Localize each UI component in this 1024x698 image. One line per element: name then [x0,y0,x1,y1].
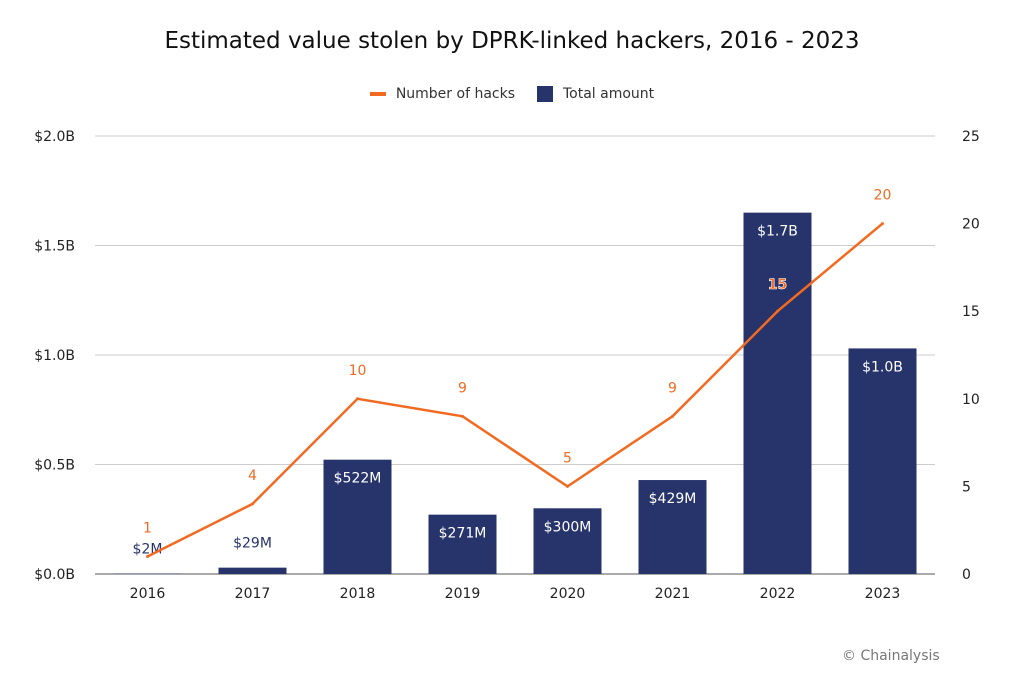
bar [638,480,707,574]
bar [218,567,287,574]
line-data-label: 5 [563,450,572,466]
x-tick-label: 2017 [235,586,271,602]
x-tick-label: 2016 [130,586,166,602]
credit: © Chainalysis [842,648,940,664]
left-tick-label: $1.5B [34,239,75,255]
bar-data-label: $271M [439,526,487,542]
x-tick-label: 2020 [550,586,586,602]
hacks-point [776,309,779,313]
legend-bar-swatch [537,86,553,102]
line-data-label: 9 [458,380,467,396]
hacks-point [671,414,674,418]
legend-item-hacks: Number of hacks [369,86,515,102]
chart-title: Estimated value stolen by DPRK-linked ha… [164,28,860,54]
right-tick-label: 20 [962,217,980,233]
bar [533,508,602,574]
right-tick-label: 5 [962,479,971,495]
bar [848,348,917,574]
bar-data-label: $1.7B [757,224,798,240]
line-data-label: 4 [248,468,257,484]
left-tick-label: $0.0B [34,567,75,583]
left-tick-label: $0.5B [34,458,75,474]
bar-data-label: $300M [544,519,592,535]
line-data-label: 1 [143,520,152,536]
legend-label-amount: Total amount [563,86,655,102]
line-data-label: 20 [874,188,892,204]
hacks-line [146,222,884,558]
right-tick-label: 0 [962,567,971,583]
x-tick-label: 2023 [865,586,901,602]
bar [428,514,497,574]
left-tick-label: $1.0B [34,348,75,364]
hacks-point [146,554,149,558]
bar [743,212,812,574]
bar-data-label: $29M [233,536,272,552]
x-tick-label: 2021 [655,586,691,602]
legend-item-amount: Total amount [537,86,654,102]
x-tick-label: 2022 [760,586,796,602]
right-tick-label: 15 [962,304,980,320]
bar-data-label: $429M [649,491,697,507]
line-data-label: 15 [768,277,787,293]
legend: Number of hacks Total amount [0,86,1024,102]
hacks-point [251,502,254,506]
bar [323,459,392,574]
line-data-label: 9 [668,380,677,396]
hacks-point [881,222,884,226]
hacks-point [461,414,464,418]
x-tick-label: 2019 [445,586,481,602]
left-tick-label: $2.0B [34,129,75,145]
bar-data-label: $522M [334,471,382,487]
right-tick-label: 25 [962,129,980,145]
x-tick-label: 2018 [340,586,376,602]
bar-data-label: $1.0B [862,359,903,375]
legend-line-swatch [369,92,386,96]
right-tick-label: 10 [962,392,980,408]
line-data-label: 10 [349,363,367,379]
legend-label-hacks: Number of hacks [395,86,515,102]
hacks-point [356,397,359,401]
hacks-point [566,484,569,488]
